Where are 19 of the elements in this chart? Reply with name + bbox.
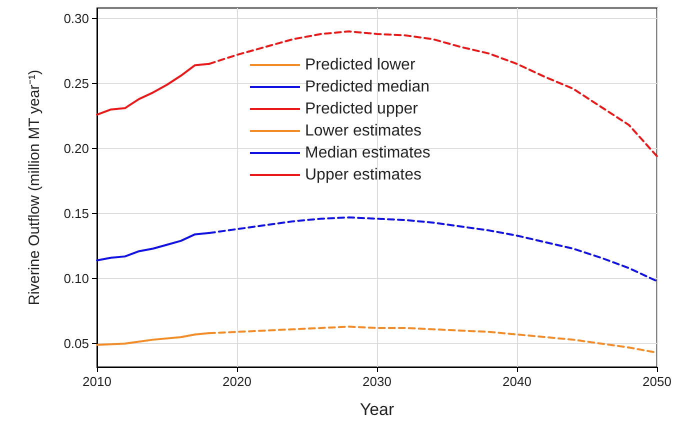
y-axis-title: Riverine Outflow (million MT year⁻¹): [26, 70, 43, 306]
legend-label: Lower estimates: [305, 122, 422, 140]
y-tick-label: 0.15: [64, 206, 89, 222]
x-tick-label: 2020: [222, 374, 252, 389]
x-tick-label: 2010: [82, 374, 112, 389]
legend-label: Upper estimates: [305, 166, 422, 184]
y-tick-label: 0.25: [64, 76, 89, 91]
legend-label: Predicted upper: [305, 100, 419, 118]
x-tick-label: 2030: [362, 374, 392, 389]
y-tick-label: 0.10: [64, 271, 89, 286]
x-tick-label: 2050: [642, 374, 672, 389]
y-tick-label: 0.30: [64, 10, 89, 26]
y-tick-label: 0.05: [64, 336, 89, 352]
legend-label: Predicted lower: [305, 56, 416, 74]
x-axis-title: Year: [360, 400, 395, 419]
legend-label: Median estimates: [305, 144, 430, 162]
x-tick-label: 2040: [502, 374, 532, 389]
legend-label: Predicted median: [305, 78, 430, 96]
y-tick-label: 0.20: [64, 140, 89, 156]
